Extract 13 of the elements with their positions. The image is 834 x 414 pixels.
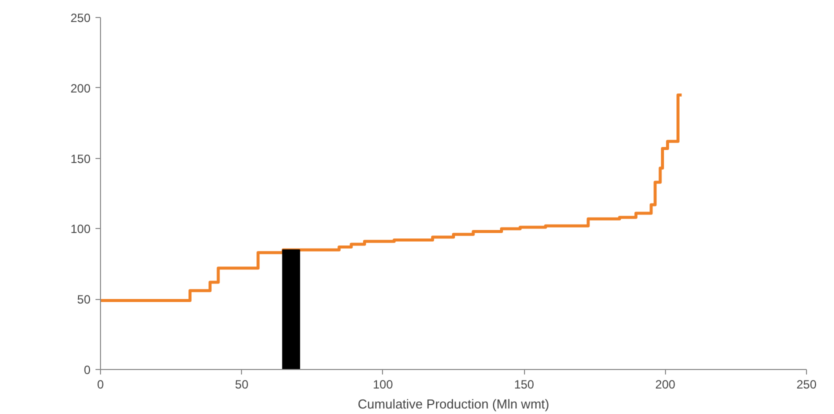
x-tick-label: 150 xyxy=(514,378,534,392)
y-tick-label: 200 xyxy=(70,81,91,96)
x-tick-label: 0 xyxy=(97,378,104,392)
y-tick-label: 100 xyxy=(70,222,91,236)
x-tick-label: 100 xyxy=(372,378,394,392)
x-tick-label: 200 xyxy=(655,378,676,392)
y-tick-label: 50 xyxy=(77,292,91,307)
y-tick-label: 0 xyxy=(84,363,91,377)
y-tick-label: 150 xyxy=(70,152,91,166)
x-axis-title: Cumulative Production (Mln wmt) xyxy=(358,396,550,412)
x-tick-label: 250 xyxy=(796,378,817,392)
y-tick-label: 250 xyxy=(70,11,91,25)
x-tick-label: 50 xyxy=(235,378,249,392)
